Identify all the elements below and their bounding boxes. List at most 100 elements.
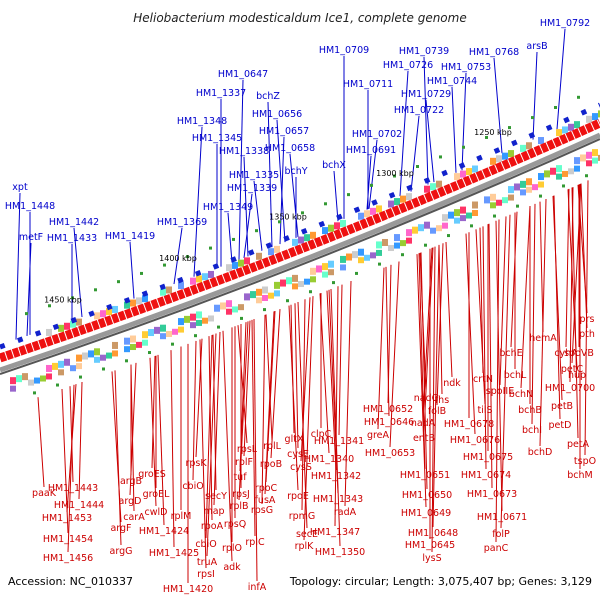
reverse-connector: [243, 320, 251, 457]
cog-band-segment: [586, 160, 592, 167]
forward-gene-label: HM1_0657: [259, 126, 309, 137]
reverse-gene-label: rpoC: [255, 483, 278, 494]
reverse-gene-label: rpoA: [201, 521, 224, 532]
reverse-gene-label: infA: [248, 582, 267, 593]
cog-band-segment: [64, 367, 70, 374]
gc-marker: [539, 194, 542, 198]
cog-band-segment: [460, 206, 466, 214]
cog-band-segment: [106, 352, 112, 359]
gc-marker: [263, 308, 266, 312]
forward-gene-label: HM1_0729: [401, 89, 451, 100]
gc-marker: [117, 280, 120, 284]
forward-connector: [243, 193, 253, 258]
gc-marker: [562, 184, 565, 188]
reverse-connector: [192, 340, 197, 481]
reverse-connector: [334, 286, 339, 527]
reverse-gene-label: tuf: [233, 472, 247, 483]
cog-band-segment: [322, 263, 328, 271]
forward-gene-label: metF: [19, 232, 43, 243]
reverse-gene-label: rpsJ: [232, 489, 250, 500]
reverse-gene-label: paaK: [32, 488, 57, 499]
cog-band-segment: [340, 255, 346, 263]
reverse-gene-label: truA: [197, 557, 218, 568]
cog-band-segment: [586, 151, 592, 159]
cog-band-segment: [130, 344, 136, 351]
cog-band-segment: [46, 364, 52, 372]
cog-band-segment: [232, 261, 238, 269]
reverse-connector: [445, 241, 453, 378]
cog-band-segment: [286, 277, 292, 285]
cog-band-segment: [388, 245, 394, 252]
cog-band-segment: [64, 322, 70, 330]
forward-gene-label: arsB: [526, 41, 547, 52]
gc-marker: [470, 224, 473, 228]
reverse-connector: [206, 333, 217, 557]
gc-marker: [324, 202, 327, 206]
forward-connector: [73, 227, 83, 318]
cog-band-segment: [82, 352, 88, 360]
forward-connector: [129, 241, 135, 299]
gc-marker: [585, 174, 588, 178]
reverse-gene-label: HM1_1443: [48, 483, 98, 494]
cog-band-segment: [538, 173, 544, 181]
reverse-gene-label: argG: [110, 546, 133, 557]
cog-band-segment: [94, 348, 100, 356]
forward-connector: [423, 56, 429, 185]
reverse-connector: [300, 297, 311, 462]
cog-band-segment: [310, 231, 316, 239]
reverse-gene-label: groEL: [143, 489, 171, 500]
cog-band-segment: [238, 259, 244, 267]
forward-gene-label: HM1_0753: [441, 62, 491, 73]
cog-band-segment: [514, 183, 520, 191]
forward-gene-label: HM1_0647: [218, 69, 268, 80]
forward-gene-label: HM1_0702: [352, 129, 402, 140]
cog-band-segment: [208, 306, 214, 314]
cog-band-segment: [334, 222, 340, 230]
gc-marker: [79, 375, 82, 379]
reverse-connector: [520, 205, 531, 389]
reverse-gene-label: HM1_0653: [365, 448, 415, 459]
cog-band-segment: [118, 339, 124, 347]
forward-gene-label: HM1_1338: [219, 146, 269, 157]
reverse-connector: [265, 314, 273, 441]
reverse-connector: [69, 386, 74, 483]
cog-band-segment: [376, 205, 382, 213]
forward-gene-label: xpt: [12, 182, 28, 193]
reverse-gene-label: HM1_0650: [402, 490, 452, 501]
forward-gene-label: HM1_0711: [343, 79, 393, 90]
reverse-gene-label: crtN: [473, 374, 493, 385]
forward-gene-label: HM1_0722: [394, 105, 444, 116]
cog-band-segment: [262, 294, 268, 301]
cog-band-segment: [208, 315, 214, 322]
reverse-gene-label: hup: [568, 370, 586, 381]
cog-band-segment: [562, 126, 568, 134]
cog-band-segment: [400, 240, 406, 247]
forward-gene-label: HM1_1337: [196, 88, 246, 99]
forward-connector: [15, 192, 21, 340]
forward-connector: [451, 86, 457, 173]
reverse-connector: [344, 281, 352, 507]
cog-band-segment: [484, 196, 490, 204]
forward-gene-label: HM1_0739: [399, 46, 449, 57]
cog-band-segment: [76, 354, 82, 362]
gc-marker: [56, 383, 59, 387]
cog-band-segment: [466, 212, 472, 219]
reverse-gene-label: HM1_0676: [450, 435, 500, 446]
forward-strand-features: [0, 102, 600, 350]
cog-band-segment: [262, 286, 268, 294]
reverse-connector: [531, 203, 536, 425]
reverse-connector: [432, 244, 440, 528]
cog-band-segment: [130, 299, 136, 307]
cog-band-segment: [322, 227, 328, 235]
cog-band-segment: [166, 330, 172, 337]
cog-band-segment: [496, 199, 502, 206]
cog-band-segment: [70, 320, 76, 328]
reverse-gene-label: HM1_0675: [463, 452, 513, 463]
forward-connector: [267, 101, 273, 248]
gc-marker: [577, 95, 580, 99]
forward-connector: [333, 170, 339, 222]
forward-gene-label: HM1_0744: [427, 76, 477, 87]
cog-band-segment: [178, 318, 184, 326]
position-tick: 1450 kbp: [44, 295, 82, 304]
reverse-gene-label: ndk: [443, 378, 461, 389]
